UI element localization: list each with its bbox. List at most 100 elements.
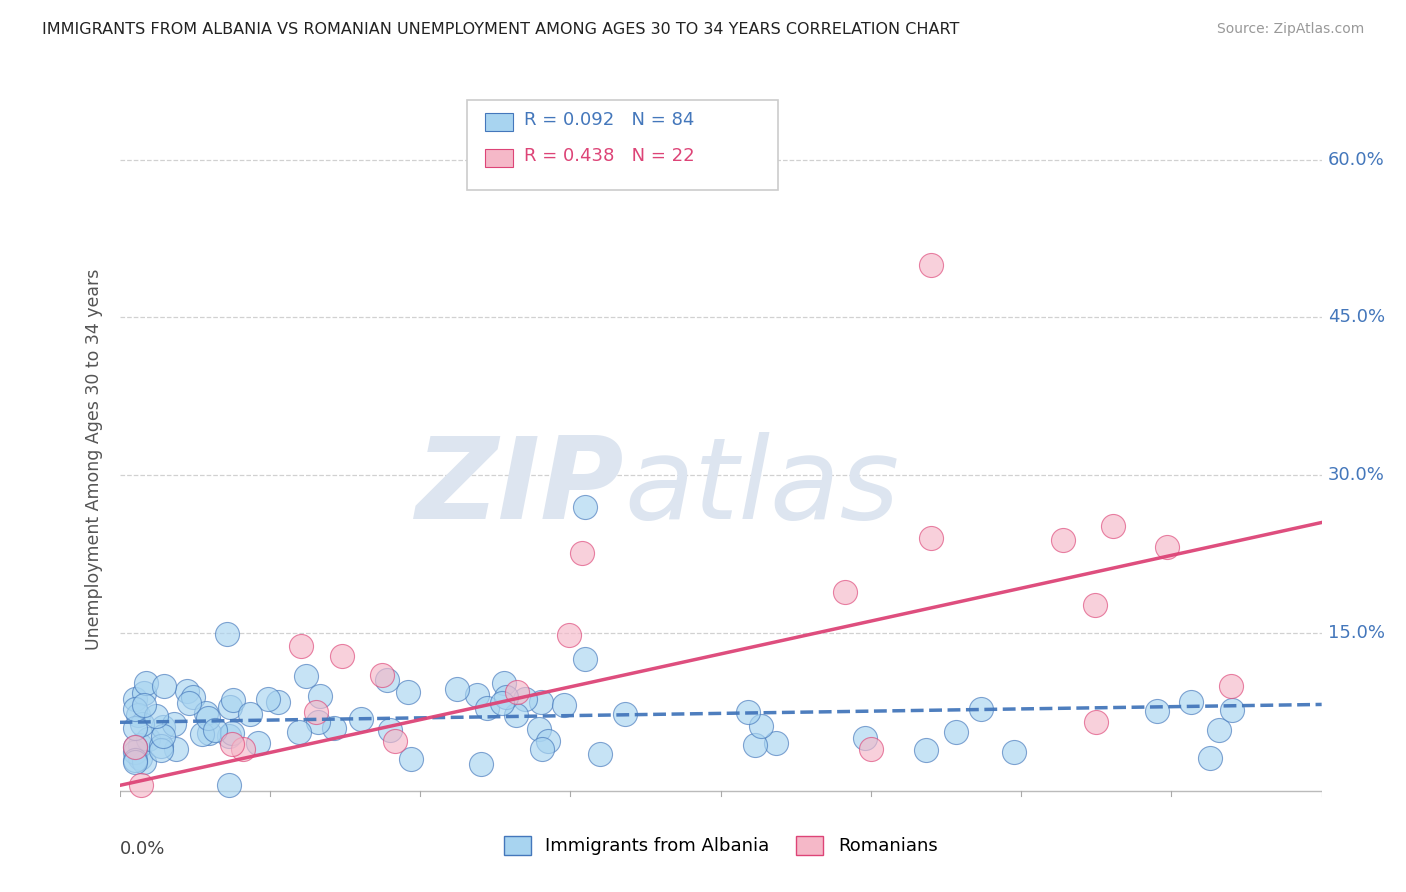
Point [323,721,346,735]
Point [530,742,553,756]
Point [553,698,575,712]
Point [853,731,876,745]
Point [945,725,967,739]
Point [124,739,146,754]
Text: R = 0.438   N = 22: R = 0.438 N = 22 [524,147,695,165]
Point [145,708,167,723]
Point [744,738,766,752]
Point [859,741,882,756]
Point [132,755,155,769]
Point [132,686,155,700]
Point [475,701,498,715]
Text: atlas: atlas [624,432,900,543]
Point [129,779,152,793]
Point [124,739,146,754]
Point [165,742,187,756]
Point [401,752,423,766]
Text: ZIP: ZIP [416,432,624,543]
Point [232,741,254,756]
Point [574,652,596,666]
Text: R = 0.092   N = 84: R = 0.092 N = 84 [524,112,695,129]
Text: Source: ZipAtlas.com: Source: ZipAtlas.com [1216,22,1364,37]
Text: 15.0%: 15.0% [1327,624,1385,642]
Point [179,696,201,710]
Point [1222,703,1244,717]
Point [915,742,938,756]
Point [221,726,243,740]
Point [239,707,262,722]
Point [1198,751,1220,765]
Point [247,736,270,750]
Point [330,649,353,664]
Point [1146,704,1168,718]
Text: 45.0%: 45.0% [1327,309,1385,326]
Point [920,258,942,272]
Point [190,726,212,740]
Point [1084,598,1107,612]
Point [1102,518,1125,533]
Point [613,707,636,722]
Point [588,747,610,761]
Point [288,725,311,739]
Point [124,691,146,706]
Point [537,734,560,748]
Point [384,734,406,748]
Point [446,681,468,696]
Point [195,706,218,721]
Point [307,714,329,729]
Point [571,546,593,560]
Point [513,691,536,706]
Point [1220,679,1243,693]
Point [132,698,155,712]
Point [465,688,488,702]
Point [492,675,515,690]
Point [737,705,759,719]
Point [124,702,146,716]
Text: 60.0%: 60.0% [1327,151,1385,169]
Point [150,742,173,756]
Point [506,685,529,699]
Point [290,640,312,654]
Legend: Immigrants from Albania, Romanians: Immigrants from Albania, Romanians [496,829,945,863]
Point [529,722,551,736]
Point [1052,533,1074,547]
Point [135,676,157,690]
Point [127,707,149,722]
Point [304,705,326,719]
Point [1002,745,1025,759]
Point [749,718,772,732]
Point [1180,695,1202,709]
Point [574,500,596,514]
Point [380,723,402,737]
Point [495,690,517,704]
Point [129,739,152,753]
Point [834,584,856,599]
Point [558,628,581,642]
Point [124,755,146,769]
Point [530,696,553,710]
Point [124,745,146,759]
Point [152,730,174,744]
Point [920,531,942,545]
Point [217,626,239,640]
Point [267,695,290,709]
Point [765,736,787,750]
Point [1208,723,1230,738]
Point [396,685,419,699]
Point [153,679,176,693]
Point [491,696,513,710]
Point [163,717,186,731]
Point [222,693,245,707]
Point [505,708,527,723]
Point [176,684,198,698]
Text: 30.0%: 30.0% [1327,467,1385,484]
Point [124,721,146,735]
Point [218,730,240,744]
Point [970,702,993,716]
Point [294,669,316,683]
Point [470,756,492,771]
Point [129,750,152,764]
Point [124,753,146,767]
Point [198,726,221,740]
Point [131,717,153,731]
